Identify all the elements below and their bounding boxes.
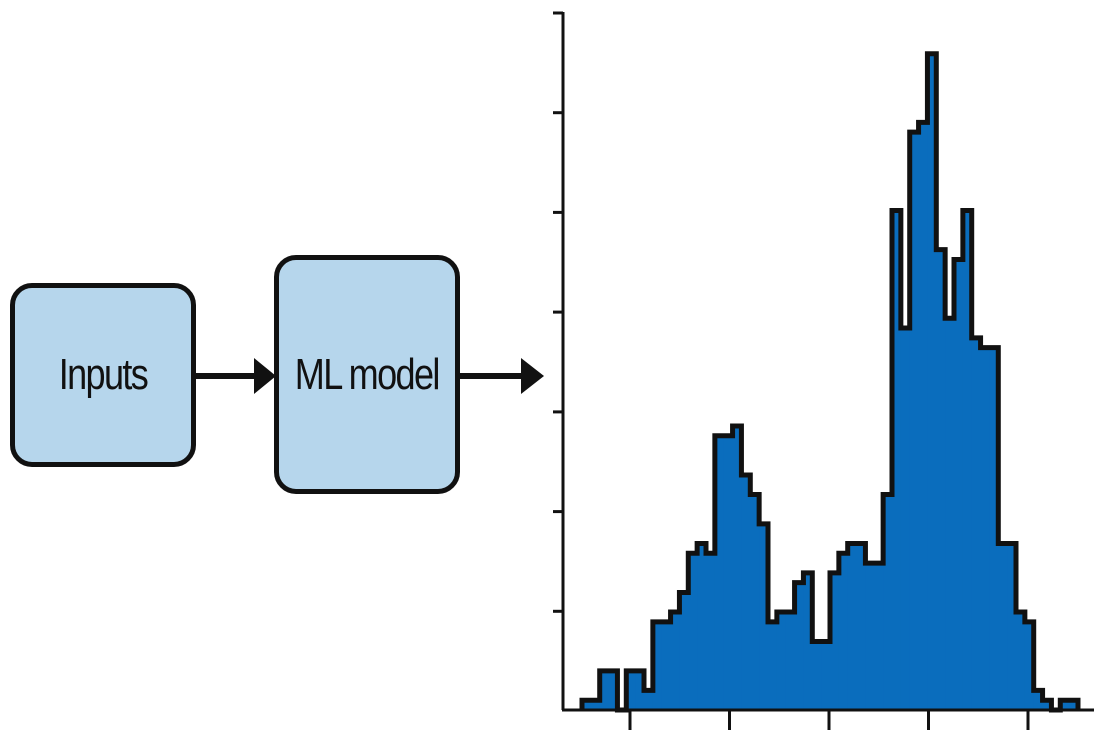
histogram-bar bbox=[1024, 621, 1035, 710]
histogram-bar bbox=[821, 641, 831, 710]
histogram-bar bbox=[812, 641, 822, 710]
histogram-bar bbox=[830, 572, 840, 710]
histogram-bar bbox=[936, 249, 946, 710]
histogram-bar bbox=[582, 700, 592, 710]
histogram-bar bbox=[768, 621, 778, 710]
histogram-bar bbox=[1007, 543, 1017, 710]
histogram-bar bbox=[750, 494, 760, 710]
histogram-bar bbox=[865, 563, 875, 710]
histogram-bar bbox=[688, 553, 698, 710]
histogram-bar bbox=[652, 621, 663, 710]
histogram-bar bbox=[732, 425, 743, 710]
histogram-bar bbox=[759, 523, 769, 710]
arrow-inputs-to-model bbox=[196, 358, 276, 394]
ml-model-label: ML model bbox=[295, 349, 441, 399]
histogram-bar bbox=[670, 612, 681, 710]
histogram-bar bbox=[838, 553, 849, 710]
histogram-bar bbox=[608, 670, 619, 710]
histogram-bar bbox=[883, 494, 893, 710]
inputs-label: Inputs bbox=[58, 350, 149, 399]
histogram-bar bbox=[723, 435, 734, 710]
histogram-bar bbox=[776, 612, 787, 710]
histogram-bar bbox=[945, 318, 955, 710]
output-histogram bbox=[553, 11, 1094, 730]
histogram-bar bbox=[635, 670, 645, 710]
histogram-bar bbox=[714, 435, 725, 710]
histogram-bar bbox=[626, 670, 636, 710]
inputs-box: Inputs bbox=[10, 283, 196, 467]
histogram-bar bbox=[874, 563, 884, 710]
histogram-outline bbox=[579, 51, 1081, 713]
histogram-bar bbox=[998, 543, 1008, 710]
histogram-bar bbox=[927, 53, 937, 711]
histogram-bar bbox=[803, 572, 813, 710]
histogram-bar bbox=[909, 132, 920, 710]
histogram-bar bbox=[980, 347, 991, 710]
histogram-bar bbox=[971, 337, 982, 710]
histogram-bar bbox=[1033, 690, 1044, 710]
histogram-bar bbox=[892, 210, 902, 710]
ml-model-box: ML model bbox=[274, 255, 460, 494]
histogram-bar bbox=[794, 582, 805, 710]
histogram-bar bbox=[590, 700, 601, 710]
histogram-bar bbox=[1060, 700, 1070, 710]
histogram-bar bbox=[1069, 700, 1079, 710]
arrow-model-to-output bbox=[460, 358, 544, 394]
histogram-bar bbox=[644, 690, 654, 710]
histogram-bar bbox=[1016, 612, 1026, 710]
histogram-bar bbox=[962, 210, 973, 710]
histogram-bar bbox=[661, 621, 672, 710]
histogram-bar bbox=[599, 670, 610, 710]
histogram-bar bbox=[847, 543, 858, 710]
histogram-bar bbox=[741, 474, 751, 710]
histogram-bar bbox=[785, 612, 796, 710]
histogram-bar bbox=[918, 122, 929, 711]
histogram-bar bbox=[706, 553, 716, 710]
histogram-bar bbox=[989, 347, 999, 710]
histogram-bar bbox=[954, 259, 964, 710]
histogram-bar bbox=[1042, 700, 1053, 710]
histogram-bar bbox=[900, 328, 911, 710]
histogram-bar bbox=[679, 592, 689, 710]
histogram-bar bbox=[697, 543, 707, 710]
histogram-bar bbox=[856, 543, 867, 710]
